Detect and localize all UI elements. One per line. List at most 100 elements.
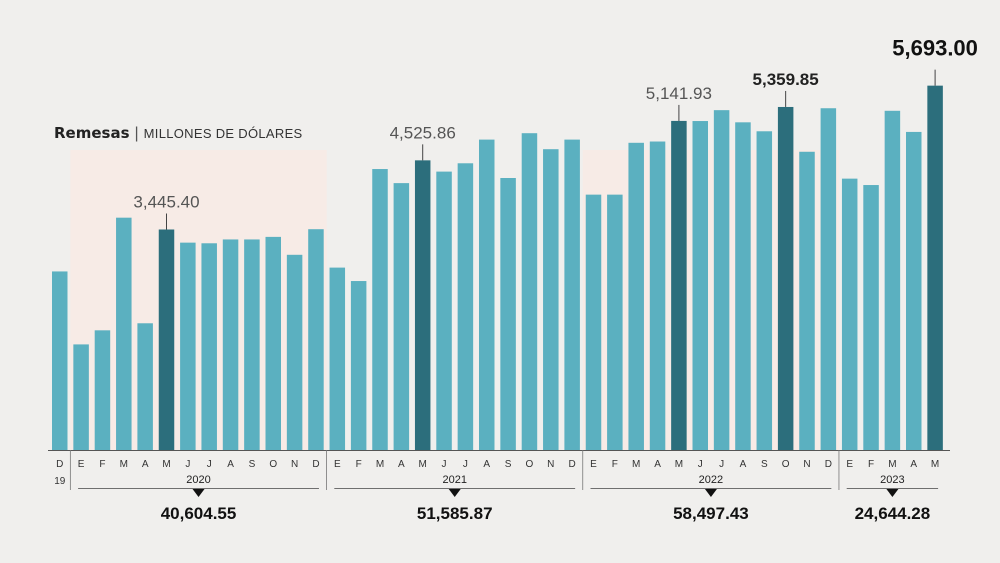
bar (393, 183, 410, 450)
bar (244, 239, 260, 450)
bar (222, 239, 239, 450)
bar (564, 139, 580, 450)
month-tick-label: E (846, 459, 853, 470)
year-pointer-triangle (704, 489, 717, 497)
bar (500, 178, 516, 450)
bar (713, 110, 730, 450)
month-tick-label: M (675, 459, 683, 470)
bar (479, 139, 495, 450)
month-tick-label: E (590, 459, 597, 470)
year-label: 2022 (699, 474, 723, 486)
month-tick-label: A (740, 459, 747, 470)
month-tick-label: S (761, 459, 768, 470)
year-total-label: 40,604.55 (161, 504, 237, 523)
bar (692, 121, 708, 450)
month-tick-label: F (868, 459, 874, 470)
bar (906, 131, 922, 451)
bar-highlight (777, 106, 794, 450)
bar-highlight (414, 160, 431, 450)
year-shade-2020 (70, 150, 327, 450)
bar (265, 236, 281, 450)
bar (884, 110, 901, 451)
bar (52, 271, 68, 450)
month-tick-label: A (910, 459, 917, 470)
bar-value-annotation: 5,141.93 (646, 84, 712, 103)
month-tick-label: O (269, 459, 277, 470)
bar (585, 194, 602, 450)
bar (521, 133, 538, 450)
bar (137, 323, 153, 450)
bar-value-annotation: 4,525.86 (390, 123, 456, 142)
title-separator: | (134, 125, 139, 142)
year-pointer-triangle (886, 489, 899, 497)
month-tick-label: F (612, 459, 618, 470)
bar (863, 185, 879, 451)
month-tick-label: J (463, 459, 468, 470)
chart-subtitle: MILLONES DE DÓLARES (143, 126, 303, 141)
month-tick-label: A (483, 459, 490, 470)
month-tick-label: A (398, 459, 405, 470)
month-tick-label: S (249, 459, 256, 470)
bar (372, 169, 388, 451)
year-label: 2020 (186, 474, 210, 486)
year-label: 2021 (442, 474, 466, 486)
month-tick-label: J (719, 459, 724, 470)
month-tick-label: A (142, 459, 149, 470)
month-tick-label: M (376, 459, 384, 470)
bar (286, 254, 303, 450)
month-tick-label: A (227, 459, 234, 470)
month-tick-label: M (419, 459, 427, 470)
bar (457, 163, 474, 450)
month-tick-label: J (207, 459, 212, 470)
bar (735, 122, 751, 450)
month-tick-label: M (632, 459, 640, 470)
month-tick-label: D (825, 459, 832, 470)
month-tick-label: S (505, 459, 512, 470)
month-tick-label: O (782, 459, 790, 470)
month-tick-label: O (526, 459, 534, 470)
bar (94, 330, 111, 450)
first-year-label: 19 (54, 476, 66, 487)
bar-value-annotation: 3,445.40 (133, 192, 199, 211)
month-tick-label: M (162, 459, 170, 470)
year-total-label: 58,497.43 (673, 504, 749, 523)
bar (329, 267, 346, 450)
month-tick-label: N (291, 459, 298, 470)
bar (607, 194, 623, 450)
year-total-label: 24,644.28 (855, 504, 931, 523)
chart-title-block: Remesas | MILLONES DE DÓLARES (54, 124, 303, 143)
year-pointer-triangle (192, 489, 205, 497)
bar (628, 142, 644, 451)
bar (436, 171, 452, 450)
bar (820, 108, 837, 451)
month-tick-label: F (99, 459, 105, 470)
bar (543, 149, 559, 450)
year-label: 2023 (880, 474, 904, 486)
bar (201, 243, 217, 450)
bar (180, 242, 196, 450)
month-tick-label: J (185, 459, 190, 470)
month-tick-label: F (356, 459, 362, 470)
bar (116, 217, 132, 450)
bar (799, 151, 815, 450)
year-total-label: 51,585.87 (417, 504, 493, 523)
bar-highlight (158, 229, 175, 450)
bar (756, 131, 773, 450)
bar (841, 178, 858, 450)
bar-highlight (671, 120, 687, 451)
month-tick-label: N (547, 459, 554, 470)
month-tick-label: J (698, 459, 703, 470)
bar (649, 141, 666, 450)
month-tick-label: J (442, 459, 447, 470)
month-tick-label: E (334, 459, 341, 470)
month-tick-label: M (120, 459, 128, 470)
bar (350, 281, 367, 450)
bar (308, 229, 324, 450)
month-tick-label: M (931, 459, 939, 470)
year-pointer-triangle (448, 489, 461, 497)
month-tick-label: M (888, 459, 896, 470)
month-tick-label: D (569, 459, 576, 470)
bar-value-annotation: 5,359.85 (753, 70, 819, 89)
bar-value-annotation: 5,693.00 (892, 36, 978, 61)
